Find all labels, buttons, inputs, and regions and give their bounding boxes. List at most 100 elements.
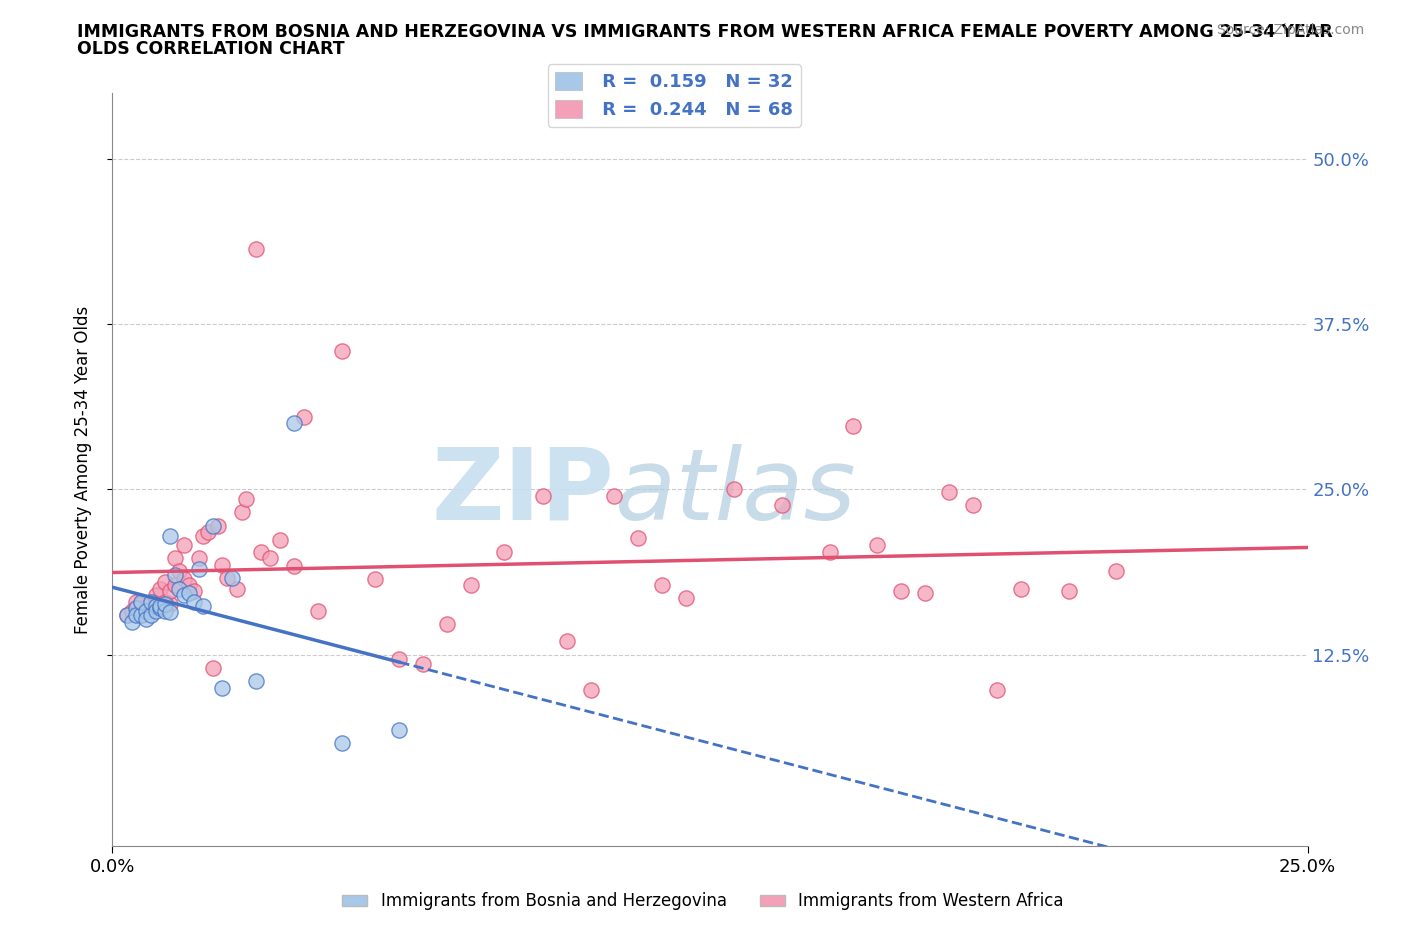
Point: [145, 598, 167, 613]
Point: [149, 598, 172, 613]
Point: [129, 607, 152, 622]
Point: [1057, 584, 1080, 599]
Point: [121, 604, 143, 618]
Point: [1105, 564, 1128, 578]
Point: [135, 604, 157, 618]
Point: [129, 594, 152, 609]
Point: [283, 416, 305, 431]
Point: [125, 601, 148, 616]
Point: [890, 584, 912, 599]
Point: [159, 597, 181, 612]
Point: [938, 485, 960, 499]
Point: [125, 594, 148, 609]
Point: [197, 525, 219, 539]
Point: [169, 564, 191, 578]
Text: atlas: atlas: [614, 444, 856, 540]
Point: [986, 683, 1008, 698]
Point: [723, 482, 745, 497]
Point: [364, 572, 387, 587]
Legend: Immigrants from Bosnia and Herzegovina, Immigrants from Western Africa: Immigrants from Bosnia and Herzegovina, …: [336, 885, 1070, 917]
Text: ZIP: ZIP: [432, 444, 614, 540]
Point: [436, 617, 458, 631]
Point: [145, 598, 167, 613]
Point: [245, 673, 267, 688]
Point: [145, 604, 167, 618]
Point: [139, 594, 162, 609]
Y-axis label: Female Poverty Among 25-34 Year Olds: Female Poverty Among 25-34 Year Olds: [73, 306, 91, 633]
Point: [201, 519, 224, 534]
Text: Source: ZipAtlas.com: Source: ZipAtlas.com: [1216, 23, 1364, 37]
Point: [269, 532, 291, 547]
Point: [149, 601, 172, 616]
Point: [187, 551, 209, 565]
Point: [159, 604, 181, 619]
Point: [173, 572, 195, 587]
Point: [163, 578, 186, 592]
Point: [675, 591, 697, 605]
Point: [159, 528, 181, 543]
Point: [603, 488, 626, 503]
Point: [330, 736, 353, 751]
Point: [211, 557, 233, 572]
Point: [201, 660, 224, 675]
Point: [460, 578, 482, 592]
Point: [149, 601, 172, 616]
Point: [555, 634, 578, 649]
Point: [231, 504, 253, 519]
Point: [962, 498, 984, 512]
Point: [193, 528, 215, 543]
Text: IMMIGRANTS FROM BOSNIA AND HERZEGOVINA VS IMMIGRANTS FROM WESTERN AFRICA FEMALE : IMMIGRANTS FROM BOSNIA AND HERZEGOVINA V…: [77, 23, 1333, 41]
Point: [149, 581, 172, 596]
Point: [225, 581, 247, 596]
Point: [163, 568, 186, 583]
Point: [135, 612, 157, 627]
Text: OLDS CORRELATION CHART: OLDS CORRELATION CHART: [77, 40, 344, 58]
Point: [193, 598, 215, 613]
Point: [173, 538, 195, 552]
Point: [1010, 581, 1032, 596]
Point: [235, 491, 257, 506]
Point: [159, 584, 181, 599]
Point: [770, 498, 793, 512]
Point: [177, 585, 200, 600]
Point: [135, 598, 157, 613]
Point: [145, 588, 167, 603]
Point: [249, 544, 271, 559]
Point: [866, 538, 889, 552]
Point: [121, 614, 143, 629]
Point: [307, 604, 329, 618]
Point: [153, 597, 176, 612]
Point: [818, 544, 841, 559]
Legend:  R =  0.159   N = 32,  R =  0.244   N = 68: R = 0.159 N = 32, R = 0.244 N = 68: [548, 64, 800, 126]
Point: [183, 594, 205, 609]
Point: [842, 418, 865, 433]
Point: [187, 562, 209, 577]
Point: [579, 683, 602, 698]
Point: [153, 594, 176, 609]
Point: [217, 571, 239, 586]
Point: [139, 594, 162, 609]
Point: [115, 607, 138, 622]
Point: [129, 607, 152, 622]
Point: [259, 551, 281, 565]
Point: [169, 581, 191, 596]
Point: [125, 607, 148, 622]
Point: [173, 588, 195, 603]
Point: [914, 585, 936, 600]
Point: [207, 519, 229, 534]
Point: [292, 409, 315, 424]
Point: [245, 242, 267, 257]
Point: [531, 488, 554, 503]
Point: [129, 597, 152, 612]
Point: [388, 651, 411, 666]
Point: [651, 578, 673, 592]
Point: [283, 559, 305, 574]
Point: [115, 607, 138, 622]
Point: [494, 544, 516, 559]
Point: [139, 604, 162, 618]
Point: [153, 604, 176, 618]
Point: [125, 601, 148, 616]
Point: [412, 657, 434, 671]
Point: [163, 551, 186, 565]
Point: [627, 531, 650, 546]
